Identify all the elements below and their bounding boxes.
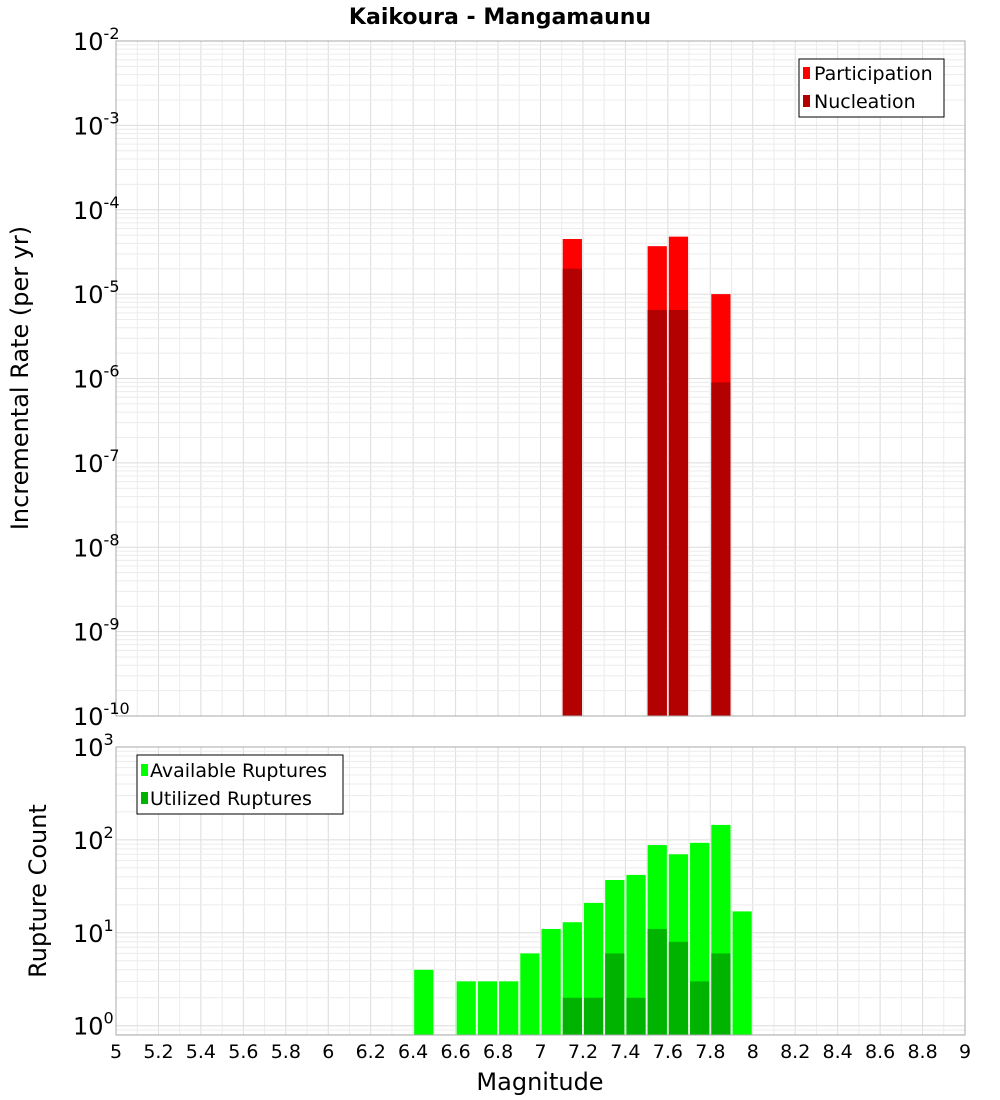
x-tick-label: 7.8	[695, 1041, 725, 1063]
count-available-ruptures-bar	[499, 981, 519, 1035]
count-utilized-ruptures-bar	[562, 997, 582, 1035]
x-tick-labels: 5 5.2 5.4 5.6 5.8 6 6.2 6.4 6.6 6.8 7 7.2 7.4 7.6 7.8 8…	[110, 1041, 971, 1063]
x-tick-label: 7.2	[568, 1041, 598, 1063]
x-tick-label: 5.2	[143, 1041, 173, 1063]
count-available-ruptures-bar	[414, 969, 434, 1035]
x-tick-label: 8.8	[907, 1041, 937, 1063]
x-tick-label: 8	[747, 1041, 759, 1063]
y-tick-label: 10-7	[73, 446, 120, 478]
rate-legend-box	[798, 58, 945, 118]
y-tick-label: 103	[73, 730, 114, 762]
count-available-ruptures-bar	[626, 874, 646, 1035]
y-tick-label: 100	[73, 1009, 114, 1041]
x-tick-label: 8.6	[865, 1041, 895, 1063]
x-tick-label: 9	[959, 1041, 971, 1063]
x-tick-label: 6	[322, 1041, 334, 1063]
utilized-legend-label: Utilized Ruptures	[150, 788, 312, 810]
x-tick-label: 8.4	[823, 1041, 853, 1063]
x-tick-label: 7.6	[653, 1041, 683, 1063]
x-tick-label: 6.6	[440, 1041, 470, 1063]
rate-legend: Participation Nucleation	[798, 58, 945, 118]
count-utilized-ruptures-bar	[711, 953, 731, 1035]
y-tick-label: 10-3	[73, 108, 120, 140]
x-tick-label: 7.4	[610, 1041, 640, 1063]
x-tick-label: 8.2	[780, 1041, 810, 1063]
utilized-legend-swatch	[141, 792, 148, 804]
rate-nucleation-bar	[647, 309, 667, 716]
y-tick-label: 10-8	[73, 530, 120, 562]
x-tick-label: 5.4	[186, 1041, 216, 1063]
count-legend-box	[136, 754, 344, 815]
y-tick-label: 10-9	[73, 615, 120, 647]
count-utilized-ruptures-bar	[668, 941, 689, 1035]
x-tick-label: 5.6	[228, 1041, 258, 1063]
available-legend-swatch	[141, 764, 148, 776]
y-tick-label: 10-4	[73, 193, 120, 225]
count-bars	[414, 824, 752, 1035]
y-tick-label: 101	[73, 916, 114, 948]
count-utilized-ruptures-bar	[605, 953, 625, 1035]
nucleation-legend-swatch	[803, 95, 810, 107]
chart-title: Kaikoura - Mangamaunu	[349, 5, 651, 30]
x-tick-label: 7	[534, 1041, 546, 1063]
count-legend: Available Ruptures Utilized Ruptures	[136, 754, 344, 815]
rate-gridlines	[115, 41, 966, 717]
x-tick-label: 6.2	[356, 1041, 386, 1063]
rate-y-tick-labels: 10-2 10-3 10-4 10-5 10-6 10-7 10-8 10-9 10-10	[73, 24, 130, 731]
participation-legend-swatch	[803, 67, 810, 79]
x-tick-label: 6.4	[398, 1041, 428, 1063]
rate-nucleation-bar	[562, 268, 582, 716]
y-tick-label: 10-10	[73, 699, 130, 731]
count-utilized-ruptures-bar	[626, 997, 646, 1035]
x-tick-label: 6.8	[483, 1041, 513, 1063]
y-tick-label: 10-6	[73, 362, 120, 394]
x-tick-label: 5	[110, 1041, 122, 1063]
available-legend-label: Available Ruptures	[150, 760, 327, 782]
count-available-ruptures-bar	[477, 981, 498, 1035]
count-y-axis-label: Rupture Count	[24, 804, 52, 978]
count-utilized-ruptures-bar	[647, 928, 667, 1035]
x-axis-label: Magnitude	[476, 1068, 603, 1096]
count-plot-frame	[115, 746, 966, 1036]
rate-panel: 10-2 10-3 10-4 10-5 10-6 10-7 10-8 10-9 10-10 In…	[6, 24, 966, 731]
rate-y-axis-label: Incremental Rate (per yr)	[6, 226, 34, 530]
count-available-ruptures-bar	[732, 911, 752, 1035]
rate-plot-frame	[115, 40, 966, 717]
rate-bars	[562, 236, 731, 716]
x-tick-label: 5.8	[271, 1041, 301, 1063]
count-utilized-ruptures-bar	[690, 981, 710, 1035]
y-tick-label: 10-2	[73, 24, 120, 56]
count-y-tick-labels: 103 102 101 100	[73, 730, 114, 1041]
y-tick-label: 10-5	[73, 277, 120, 309]
count-available-ruptures-bar	[541, 928, 561, 1035]
rate-nucleation-bar	[711, 382, 731, 716]
nucleation-legend-label: Nucleation	[814, 91, 916, 113]
count-available-ruptures-bar	[456, 981, 476, 1035]
count-panel: 103 102 101 100 Rupture Count Available Rup…	[24, 730, 966, 1041]
y-tick-label: 102	[73, 823, 114, 855]
count-utilized-ruptures-bar	[583, 997, 604, 1035]
count-available-ruptures-bar	[520, 953, 540, 1035]
participation-legend-label: Participation	[814, 63, 933, 85]
rate-nucleation-bar	[668, 309, 689, 716]
